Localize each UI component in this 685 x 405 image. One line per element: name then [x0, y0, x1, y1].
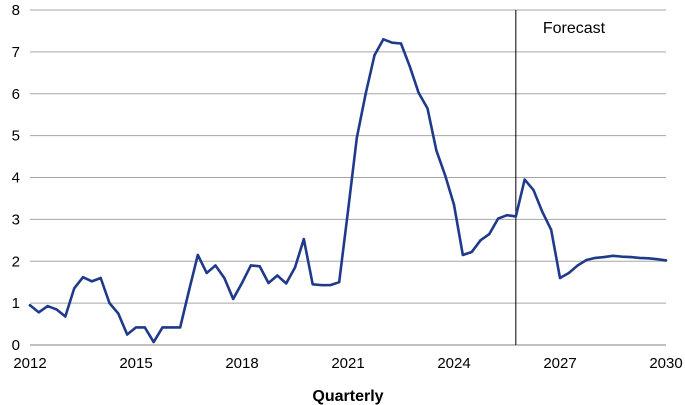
data-point — [28, 304, 32, 307]
data-point — [505, 213, 509, 217]
data-point — [170, 326, 173, 329]
data-point — [443, 174, 447, 177]
x-tick-label: 2024 — [437, 355, 470, 372]
x-tick-label: 2027 — [543, 355, 576, 372]
x-tick-label: 2021 — [331, 355, 364, 372]
data-point — [373, 54, 376, 57]
data-point — [108, 301, 111, 305]
data-point — [329, 283, 332, 287]
x-tick-label: 2018 — [225, 355, 258, 372]
x-tick-label: 2015 — [119, 355, 152, 372]
data-point — [479, 239, 482, 242]
y-tick-label: 7 — [12, 44, 20, 61]
y-axis-ticks: 0 1 2 3 4 5 6 7 8 — [12, 2, 20, 354]
data-point — [258, 265, 261, 268]
data-point — [541, 210, 544, 214]
y-tick-label: 2 — [12, 253, 20, 270]
data-point — [549, 228, 553, 232]
data-point — [293, 266, 297, 269]
data-point — [470, 250, 473, 254]
data-point — [117, 312, 120, 315]
y-tick-label: 0 — [12, 337, 20, 354]
data-point — [576, 264, 579, 267]
gridlines — [30, 9, 666, 346]
data-point — [214, 264, 217, 267]
data-point — [276, 274, 279, 277]
data-point — [390, 41, 394, 44]
data-point — [46, 304, 49, 308]
data-point — [417, 91, 420, 95]
data-point — [161, 326, 164, 329]
data-point — [620, 255, 624, 258]
data-point — [205, 271, 208, 275]
data-point — [399, 42, 403, 45]
data-point — [638, 256, 641, 260]
data-point — [532, 188, 535, 192]
data-point — [90, 280, 94, 283]
data-point — [81, 275, 85, 279]
data-point — [302, 237, 306, 241]
data-point — [223, 276, 226, 280]
y-tick-label: 4 — [12, 170, 20, 187]
data-point — [196, 253, 200, 257]
data-point — [337, 280, 341, 284]
y-tick-label: 6 — [12, 86, 20, 103]
data-point — [178, 326, 182, 329]
y-tick-label: 3 — [12, 211, 20, 228]
data-point — [355, 136, 359, 139]
data-point — [435, 149, 438, 152]
data-point — [567, 271, 571, 275]
data-point — [72, 287, 76, 290]
data-point — [125, 333, 129, 336]
data-point — [55, 308, 58, 311]
x-axis-ticks: 2012 2015 2018 2021 2024 2027 2030 — [13, 355, 682, 372]
data-point — [655, 257, 659, 261]
series-line-0 — [28, 38, 668, 344]
data-point — [602, 255, 606, 259]
data-point — [267, 281, 270, 285]
data-point — [284, 282, 288, 285]
data-point — [647, 257, 650, 260]
data-point — [488, 232, 491, 236]
data-point — [37, 311, 41, 314]
data-point — [585, 258, 588, 262]
data-point — [408, 65, 412, 68]
y-tick-label: 5 — [12, 128, 20, 145]
data-point — [514, 215, 518, 218]
data-point — [594, 256, 597, 260]
data-point — [629, 255, 632, 259]
data-point — [426, 107, 429, 110]
data-point — [364, 92, 367, 95]
data-point — [240, 281, 244, 285]
x-tick-label: 2030 — [649, 355, 682, 372]
data-point — [382, 38, 385, 41]
data-point — [64, 315, 67, 318]
data-point — [311, 283, 314, 286]
forecast-label: Forecast — [543, 20, 606, 37]
data-point — [320, 283, 323, 287]
data-point — [134, 326, 138, 329]
series-group — [28, 38, 668, 344]
data-point — [99, 276, 102, 280]
data-point — [664, 259, 668, 262]
data-point — [452, 203, 456, 206]
data-point — [249, 264, 253, 267]
data-point — [187, 289, 191, 292]
x-tick-label: 2012 — [13, 355, 46, 372]
data-point — [496, 217, 500, 220]
data-point — [558, 276, 562, 280]
data-point — [143, 326, 147, 329]
data-point — [231, 297, 235, 301]
data-point — [346, 209, 350, 213]
data-point — [523, 178, 526, 181]
x-axis-title: Quarterly — [312, 388, 383, 405]
data-points — [28, 38, 668, 344]
data-point — [461, 253, 465, 257]
data-point — [152, 340, 155, 344]
y-tick-label: 1 — [12, 295, 20, 312]
data-point — [611, 254, 615, 258]
y-tick-label: 8 — [12, 2, 20, 19]
